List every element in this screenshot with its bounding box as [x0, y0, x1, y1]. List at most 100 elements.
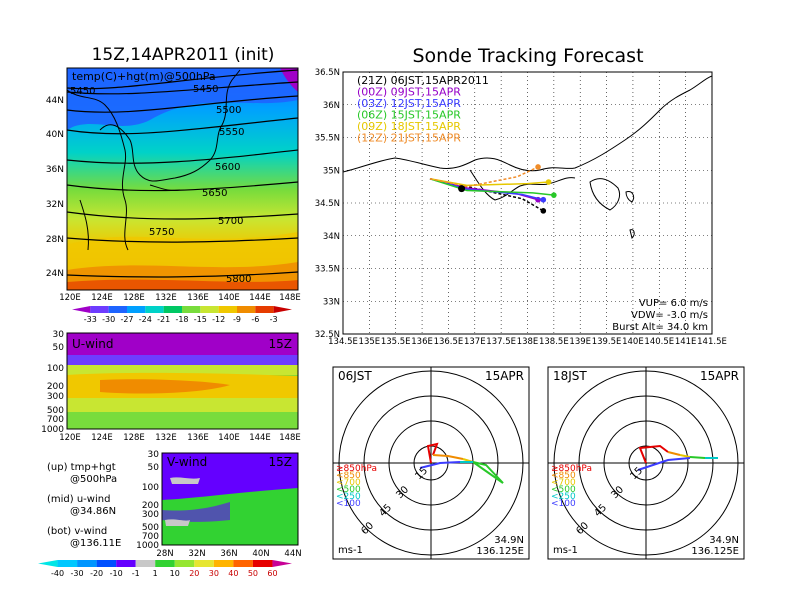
- lon-tick-label: 120E: [59, 433, 81, 443]
- level-tick-label: 50: [53, 343, 65, 353]
- lon-tick-label: 140E: [622, 337, 644, 347]
- lat-tick-label: 28N: [46, 235, 64, 245]
- hodo-lon: 136.125E: [476, 546, 524, 557]
- level-legend-entry: <850: [336, 471, 361, 481]
- level-legend-entry: <500: [551, 485, 576, 495]
- contour-label: 5650: [202, 188, 227, 199]
- colorbar-swatch: [108, 306, 127, 313]
- lon-tick-label: 140E: [218, 433, 240, 443]
- uwind-panel: U-wind 15Z 30 50 100 200 300 500 700 100…: [41, 330, 301, 443]
- colorbar-label: 10: [170, 569, 180, 578]
- track-line: [429, 166, 539, 188]
- legend-entry: (00Z) 09JST,15APR: [357, 86, 461, 99]
- coastline: [343, 75, 712, 239]
- lon-tick-label: 120E: [59, 293, 81, 303]
- colorbar-label: -20: [90, 569, 103, 578]
- lat-tick-label: 40N: [46, 130, 64, 140]
- lat-tick-label: 32N: [46, 200, 64, 210]
- lon-tick-label: 140.5E: [644, 337, 674, 347]
- colorbar-label: 40: [228, 569, 238, 578]
- lat-tick-label: 36.5N: [315, 68, 340, 78]
- colorbar-swatch: [182, 306, 201, 313]
- colorbar-label: 60: [267, 569, 277, 578]
- track-endpoint: [540, 208, 547, 214]
- level-tick-label: 500: [142, 523, 159, 533]
- level-legend-entry: <850: [551, 471, 576, 481]
- legend-entry: (21Z) 06JST,15APR2011: [357, 74, 489, 87]
- colorbar-swatch: [252, 560, 273, 567]
- colorbar-label: 20: [189, 569, 199, 578]
- lon-tick-label: 124E: [91, 293, 113, 303]
- hodo-level-legend: ≥850hPa<850<700<500<250<100: [551, 464, 592, 509]
- legend-up-level: @500hPa: [70, 474, 117, 485]
- colorbar-label: -24: [139, 315, 152, 324]
- lon-tick-label: 128E: [123, 293, 145, 303]
- lat-tick-label: 34N: [323, 232, 340, 242]
- colorbar-label: -10: [110, 569, 123, 578]
- track-endpoint: [545, 179, 552, 185]
- level-legend-entry: <100: [336, 499, 361, 509]
- lat-tick-label: 33.5N: [315, 265, 340, 275]
- legend-entry: (06Z) 15JST,15APR: [357, 109, 461, 122]
- lon-tick-label: 139E: [569, 337, 591, 347]
- lon-tick-label: 148E: [279, 293, 301, 303]
- param-vup: VUP= 6.0 m/s: [639, 298, 708, 309]
- colorbar-swatch: [116, 560, 136, 567]
- wind-colorbar: -40 -30 -20 -10 -1 1 10 20 30 40 50 60: [38, 560, 292, 578]
- lat-tick-label: 36N: [323, 101, 340, 111]
- legend-mid-lat: @34.86N: [70, 506, 116, 517]
- colorbar-swatch: [213, 560, 234, 567]
- colorbar-swatch: [135, 560, 156, 567]
- hodo-date: 15APR: [485, 369, 524, 383]
- colorbar-label: -40: [51, 569, 64, 578]
- legend-up: (up) tmp+hgt: [47, 462, 116, 473]
- lat-tick-label: 35N: [323, 166, 340, 176]
- lon-tick-label: 144E: [249, 433, 271, 443]
- colorbar-swatch: [90, 306, 109, 313]
- colorbar-swatch: [163, 306, 182, 313]
- vwind-label: V-wind: [167, 455, 207, 469]
- colorbar-label: -18: [175, 315, 188, 324]
- lon-tick-label: 138.5E: [539, 337, 569, 347]
- contour-label: 5450: [193, 84, 218, 95]
- hodo-level-legend: ≥850hPa<850<700<500<250<100: [336, 464, 377, 509]
- colorbar-swatch: [237, 306, 256, 313]
- lon-tick-label: 128E: [123, 433, 145, 443]
- lon-tick-label: 141E: [675, 337, 697, 347]
- lon-tick-label: 124E: [91, 433, 113, 443]
- level-legend-entry: <700: [336, 478, 361, 488]
- param-burst: Burst Alt= 34.0 km: [612, 322, 708, 333]
- track-line: [429, 178, 554, 196]
- level-tick-label: 100: [142, 483, 159, 493]
- track-endpoint: [551, 192, 557, 198]
- temp-hgt-map: 15Z,14APR2011 (init) temp(C)+hgt(m: [46, 45, 301, 324]
- colorbar-swatch: [72, 306, 91, 313]
- tracking-title: Sonde Tracking Forecast: [412, 45, 643, 67]
- colorbar-label: -33: [84, 315, 97, 324]
- level-tick-label: 300: [47, 392, 64, 402]
- lat-tick-label: 28N: [156, 549, 173, 559]
- level-legend-entry: ≥850hPa: [336, 464, 377, 474]
- lon-tick-label: 132E: [155, 433, 177, 443]
- colorbar-label: -30: [71, 569, 84, 578]
- lon-tick-label: 138E: [517, 337, 539, 347]
- colorbar-swatch: [174, 560, 195, 567]
- lon-tick-label: 134.5E: [328, 337, 358, 347]
- legend-bot: (bot) v-wind: [47, 526, 107, 537]
- legend-entry: (12Z) 21JST,15APR: [357, 132, 461, 145]
- vwind-time: 15Z: [269, 455, 293, 469]
- hodo-time: 18JST: [553, 369, 587, 383]
- colorbar-swatch: [96, 560, 117, 567]
- level-tick-label: 200: [47, 382, 64, 392]
- lon-tick-label: 135E: [359, 337, 381, 347]
- map-title: 15Z,14APR2011 (init): [92, 45, 275, 65]
- track-endpoint: [540, 196, 547, 203]
- hodo-lat: 34.9N: [709, 535, 739, 546]
- lon-tick-label: 144E: [249, 293, 271, 303]
- hodo-date: 15APR: [700, 369, 739, 383]
- legend-entry: (09Z) 18JST,15APR: [357, 120, 461, 133]
- colorbar-swatch: [272, 560, 292, 567]
- lon-tick-label: 136E: [187, 293, 209, 303]
- tracking-lines: [429, 164, 557, 214]
- hodo-unit: ms-1: [553, 545, 578, 556]
